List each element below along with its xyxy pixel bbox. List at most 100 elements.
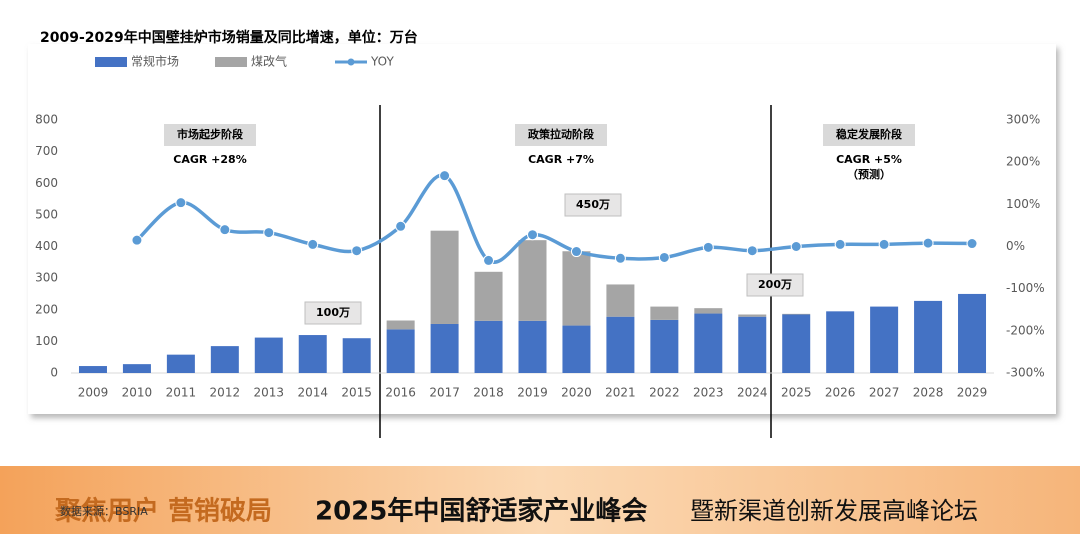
line-marker xyxy=(658,251,670,263)
phase-box xyxy=(164,124,256,146)
line-marker xyxy=(922,237,934,249)
x-tick-label: 2019 xyxy=(517,386,548,400)
footer-slogan: 聚焦用户 营销破局 xyxy=(54,496,272,527)
y-tick-label: 600 xyxy=(35,176,58,190)
annotation: 政策拉动阶段 xyxy=(528,127,594,141)
x-tick-label: 2024 xyxy=(737,386,768,400)
x-tick-label: 2016 xyxy=(385,386,416,400)
bar xyxy=(166,354,195,373)
callout-box xyxy=(746,273,804,297)
line-marker xyxy=(614,252,626,264)
y2-tick-label: -200% xyxy=(1006,323,1045,337)
line-marker xyxy=(219,224,231,236)
y2-tick-label: 0% xyxy=(1006,239,1025,253)
y2-tick-label: -100% xyxy=(1006,281,1045,295)
annotation: CAGR +5% xyxy=(836,153,902,166)
bar xyxy=(298,335,327,373)
x-tick-label: 2029 xyxy=(957,386,988,400)
legend-label: YOY xyxy=(370,55,394,69)
bar xyxy=(562,251,591,326)
line-marker xyxy=(395,220,407,232)
line-marker xyxy=(307,238,319,250)
bar xyxy=(958,293,987,373)
bar xyxy=(562,325,591,373)
line-marker xyxy=(702,241,714,253)
chart-title: 2009-2029年中国壁挂炉市场销量及同比增速，单位：万台 xyxy=(40,29,418,46)
callout-box xyxy=(564,193,622,217)
footer-sub: 暨新渠道创新发展高峰论坛 xyxy=(690,497,978,525)
x-tick-label: 2015 xyxy=(341,386,372,400)
y-tick-label: 400 xyxy=(35,239,58,253)
line-marker xyxy=(878,238,890,250)
y2-tick-label: -300% xyxy=(1006,366,1045,380)
y-tick-label: 800 xyxy=(35,113,58,127)
x-tick-label: 2017 xyxy=(429,386,460,400)
y-tick-label: 700 xyxy=(35,144,58,158)
bar xyxy=(430,323,459,373)
bar xyxy=(694,313,723,373)
bar xyxy=(870,306,899,373)
legend-label: 煤改气 xyxy=(251,54,287,69)
x-tick-label: 2012 xyxy=(210,386,241,400)
bar xyxy=(386,320,415,330)
x-tick-label: 2027 xyxy=(869,386,900,400)
bar xyxy=(122,364,151,373)
bar xyxy=(650,306,679,320)
bar xyxy=(914,300,943,373)
annotation: 100万 xyxy=(316,306,350,319)
bar xyxy=(782,314,811,373)
bar xyxy=(254,337,283,373)
bar xyxy=(430,230,459,324)
legend-label: 常规市场 xyxy=(131,54,179,69)
bar xyxy=(694,308,723,314)
bar xyxy=(606,316,635,373)
x-tick-label: 2026 xyxy=(825,386,856,400)
y-tick-label: 0 xyxy=(50,366,58,380)
x-tick-label: 2009 xyxy=(78,386,109,400)
bar xyxy=(342,338,371,373)
x-tick-label: 2022 xyxy=(649,386,680,400)
line-marker xyxy=(175,197,187,209)
x-tick-label: 2021 xyxy=(605,386,636,400)
line-marker xyxy=(834,238,846,250)
annotation: （预测） xyxy=(847,167,891,181)
bar xyxy=(782,313,811,315)
bar xyxy=(518,240,547,321)
footer-event: 2025年中国舒适家产业峰会 xyxy=(315,496,647,527)
source: 数据来源：BSRIA xyxy=(60,504,148,518)
bar xyxy=(210,346,239,373)
legend-swatch xyxy=(215,57,247,67)
bar xyxy=(826,311,855,373)
y2-tick-label: 200% xyxy=(1006,155,1040,169)
annotation: 450万 xyxy=(576,198,610,211)
line-marker xyxy=(483,254,495,266)
legend-swatch xyxy=(95,57,127,67)
x-tick-label: 2028 xyxy=(913,386,944,400)
bar xyxy=(738,314,767,317)
y-tick-label: 500 xyxy=(35,207,58,221)
x-tick-label: 2018 xyxy=(473,386,504,400)
phase-box xyxy=(515,124,607,146)
bar xyxy=(518,320,547,373)
line-marker xyxy=(263,227,275,239)
annotation: CAGR +7% xyxy=(528,153,594,166)
annotation: 稳定发展阶段 xyxy=(836,127,902,141)
line-marker xyxy=(131,234,143,246)
bar xyxy=(606,284,635,317)
x-tick-label: 2023 xyxy=(693,386,724,400)
footer-band xyxy=(0,466,1080,534)
line-marker xyxy=(527,229,538,241)
x-tick-label: 2011 xyxy=(166,386,197,400)
legend-swatch xyxy=(347,58,355,66)
bar xyxy=(474,271,503,321)
y-tick-label: 100 xyxy=(35,334,58,348)
bar xyxy=(474,320,503,373)
annotation: CAGR +28% xyxy=(173,153,246,166)
x-tick-label: 2013 xyxy=(254,386,285,400)
phase-box xyxy=(823,124,915,146)
x-tick-label: 2014 xyxy=(297,386,328,400)
y2-tick-label: 300% xyxy=(1006,113,1040,127)
annotation: 200万 xyxy=(758,278,792,291)
